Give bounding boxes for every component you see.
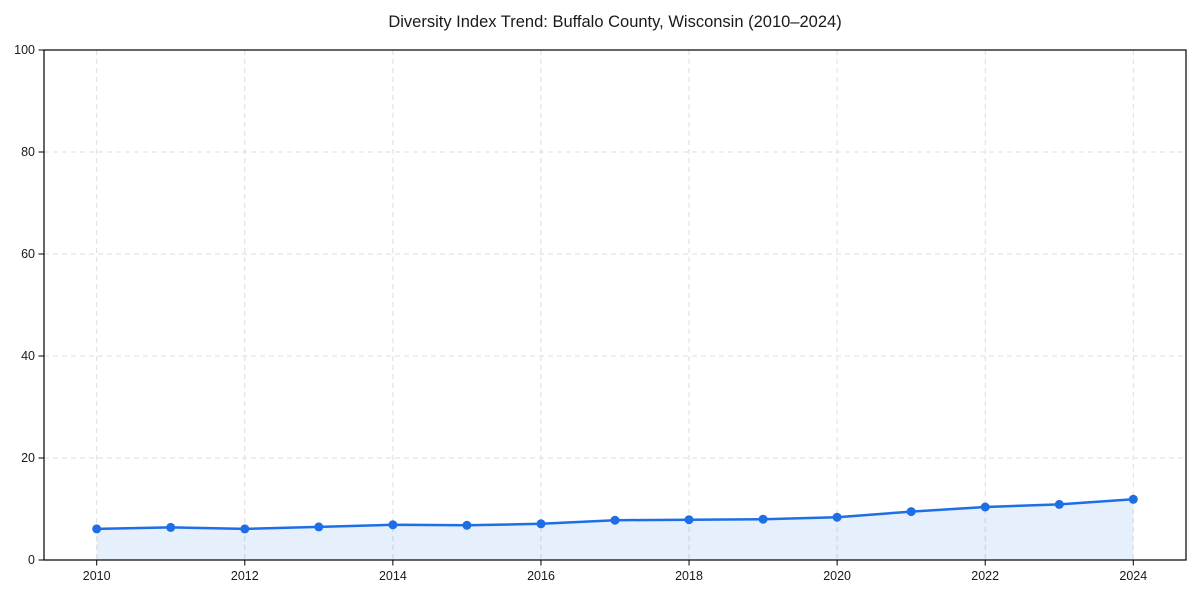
data-point-2024	[1128, 494, 1138, 504]
chart-title: Diversity Index Trend: Buffalo County, W…	[388, 13, 841, 31]
plot-border	[43, 49, 1187, 561]
data-point-2014	[388, 520, 398, 530]
x-tick-label: 2024	[1119, 569, 1147, 583]
data-point-2012	[240, 524, 250, 534]
data-point-2017	[610, 515, 620, 525]
axis-layer: 2010 2012 2014 2016 2018 2020 2022 2024 0 20 40 60 8…	[14, 43, 1187, 583]
x-tick-label: 2016	[527, 569, 555, 583]
data-point-2023	[1054, 499, 1064, 509]
x-tick-label: 2014	[379, 569, 407, 583]
x-tick-label: 2010	[83, 569, 111, 583]
data-point-2011	[166, 522, 176, 532]
data-point-2019	[758, 514, 768, 524]
x-tick-label: 2020	[823, 569, 851, 583]
y-tick-label: 40	[21, 349, 35, 363]
data-point-2010	[92, 524, 102, 534]
data-point-2022	[980, 502, 990, 512]
data-point-2013	[314, 522, 324, 532]
grid-layer	[44, 49, 1186, 560]
y-tick-label: 20	[21, 451, 35, 465]
data-point-2021	[906, 507, 916, 517]
y-tick-label: 0	[28, 553, 35, 567]
y-tick-label: 80	[21, 145, 35, 159]
data-point-2015	[462, 520, 472, 530]
y-tick-label: 100	[14, 43, 35, 57]
data-point-2020	[832, 512, 842, 522]
data-point-2016	[536, 519, 546, 529]
data-point-2018	[684, 515, 694, 525]
x-tick-label: 2022	[971, 569, 999, 583]
y-tick-label: 60	[21, 247, 35, 261]
x-tick-label: 2012	[231, 569, 259, 583]
x-tick-label: 2018	[675, 569, 703, 583]
series-layer	[92, 494, 1138, 560]
